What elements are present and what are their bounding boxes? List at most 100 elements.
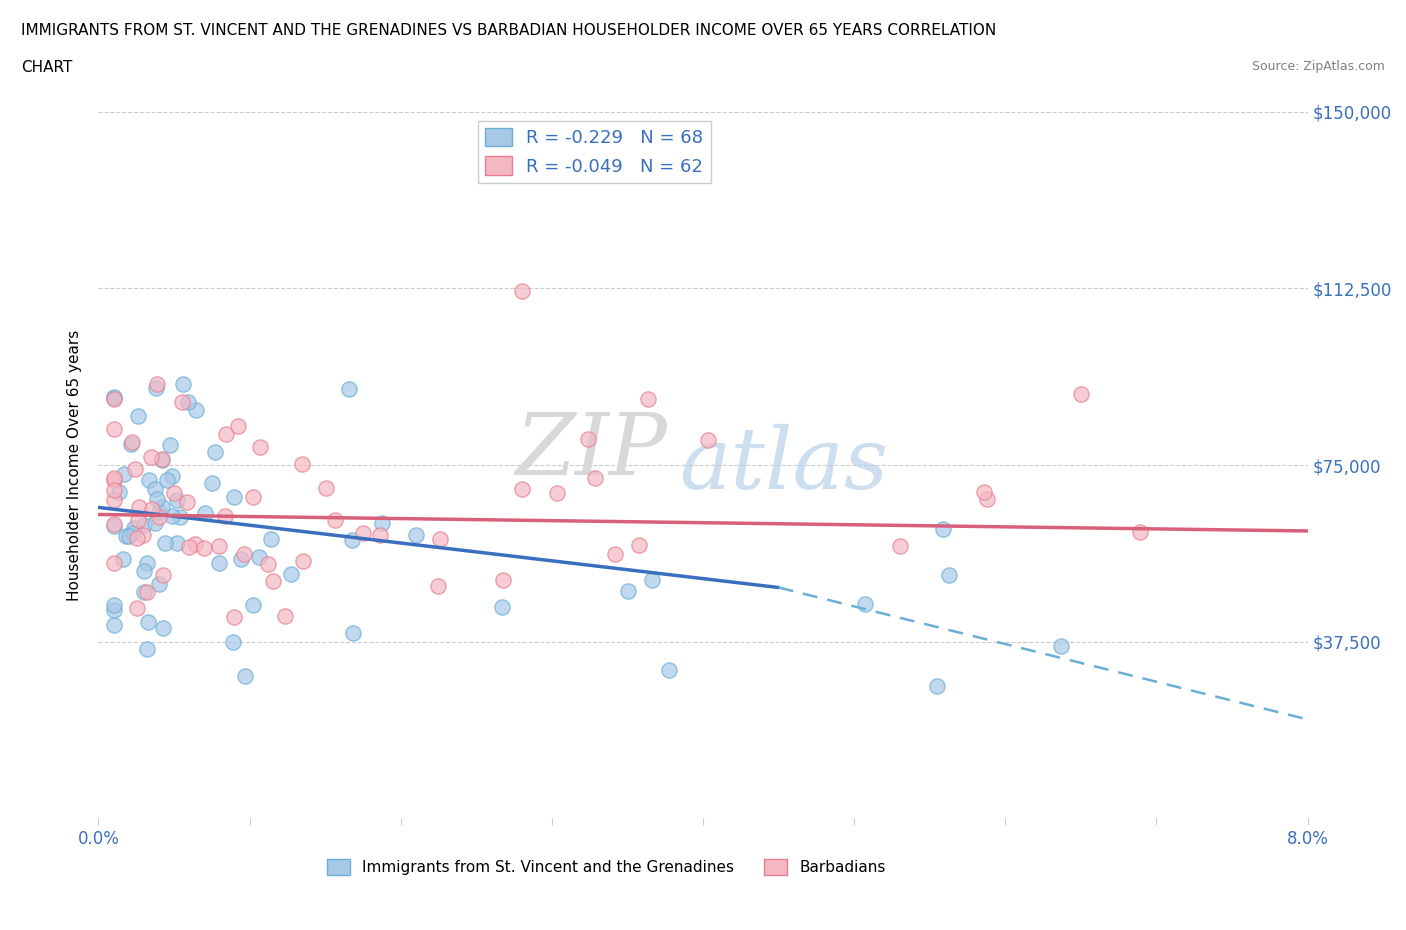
- Point: [233, 669, 256, 684]
- Point: [889, 538, 911, 553]
- Point: [148, 577, 170, 591]
- Point: [214, 509, 236, 524]
- Point: [184, 537, 207, 551]
- Point: [224, 489, 246, 504]
- Point: [1049, 638, 1071, 653]
- Point: [184, 403, 207, 418]
- Point: [166, 536, 188, 551]
- Point: [136, 615, 159, 630]
- Point: [1129, 525, 1152, 539]
- Point: [134, 517, 156, 532]
- Point: [145, 380, 167, 395]
- Point: [231, 551, 253, 566]
- Point: [108, 485, 131, 499]
- Point: [274, 608, 297, 623]
- Point: [546, 485, 568, 500]
- Point: [352, 525, 374, 540]
- Point: [510, 482, 533, 497]
- Point: [166, 493, 188, 508]
- Point: [932, 522, 955, 537]
- Point: [135, 642, 157, 657]
- Point: [103, 516, 125, 531]
- Point: [242, 598, 264, 613]
- Point: [163, 486, 186, 501]
- Point: [148, 510, 170, 525]
- Point: [973, 485, 995, 499]
- Point: [232, 547, 254, 562]
- Point: [215, 426, 238, 441]
- Point: [103, 519, 125, 534]
- Point: [658, 662, 681, 677]
- Point: [118, 529, 141, 544]
- Point: [247, 550, 270, 565]
- Point: [128, 499, 150, 514]
- Point: [138, 472, 160, 487]
- Point: [628, 538, 651, 552]
- Point: [427, 578, 450, 593]
- Point: [257, 556, 280, 571]
- Point: [222, 609, 245, 624]
- Point: [491, 600, 513, 615]
- Point: [204, 445, 226, 459]
- Point: [249, 440, 271, 455]
- Point: [291, 553, 314, 568]
- Point: [131, 527, 153, 542]
- Point: [148, 505, 170, 520]
- Point: [280, 566, 302, 581]
- Point: [1070, 387, 1092, 402]
- Point: [141, 501, 163, 516]
- Point: [291, 457, 314, 472]
- Point: [152, 568, 174, 583]
- Point: [103, 483, 125, 498]
- Point: [172, 376, 194, 391]
- Point: [576, 432, 599, 446]
- Point: [132, 584, 155, 599]
- Point: [242, 490, 264, 505]
- Point: [177, 394, 200, 409]
- Point: [121, 434, 143, 449]
- Point: [152, 620, 174, 635]
- Point: [159, 438, 181, 453]
- Point: [179, 539, 201, 554]
- Point: [125, 600, 148, 615]
- Point: [176, 495, 198, 510]
- Point: [103, 472, 125, 487]
- Point: [103, 391, 125, 405]
- Point: [121, 525, 143, 540]
- Point: [112, 466, 135, 481]
- Point: [201, 476, 224, 491]
- Point: [132, 564, 155, 578]
- Point: [208, 555, 231, 570]
- Point: [127, 408, 149, 423]
- Point: [370, 515, 392, 530]
- Point: [938, 567, 960, 582]
- Legend: Immigrants from St. Vincent and the Grenadines, Barbadians: Immigrants from St. Vincent and the Gren…: [321, 853, 891, 882]
- Point: [153, 536, 176, 551]
- Point: [405, 527, 427, 542]
- Point: [150, 499, 173, 514]
- Point: [156, 472, 179, 487]
- Point: [510, 284, 533, 299]
- Point: [194, 506, 217, 521]
- Point: [127, 512, 149, 527]
- Point: [103, 421, 125, 436]
- Point: [115, 529, 138, 544]
- Point: [103, 390, 125, 405]
- Point: [143, 482, 166, 497]
- Point: [103, 603, 125, 618]
- Point: [103, 555, 125, 570]
- Point: [170, 395, 193, 410]
- Point: [124, 520, 146, 535]
- Point: [323, 513, 346, 528]
- Point: [103, 470, 125, 485]
- Point: [696, 432, 718, 447]
- Text: IMMIGRANTS FROM ST. VINCENT AND THE GRENADINES VS BARBADIAN HOUSEHOLDER INCOME O: IMMIGRANTS FROM ST. VINCENT AND THE GREN…: [21, 23, 997, 38]
- Point: [315, 480, 337, 495]
- Point: [103, 493, 125, 508]
- Point: [150, 452, 173, 467]
- Point: [637, 392, 659, 406]
- Point: [222, 635, 245, 650]
- Point: [160, 509, 183, 524]
- Point: [925, 679, 948, 694]
- Point: [262, 574, 284, 589]
